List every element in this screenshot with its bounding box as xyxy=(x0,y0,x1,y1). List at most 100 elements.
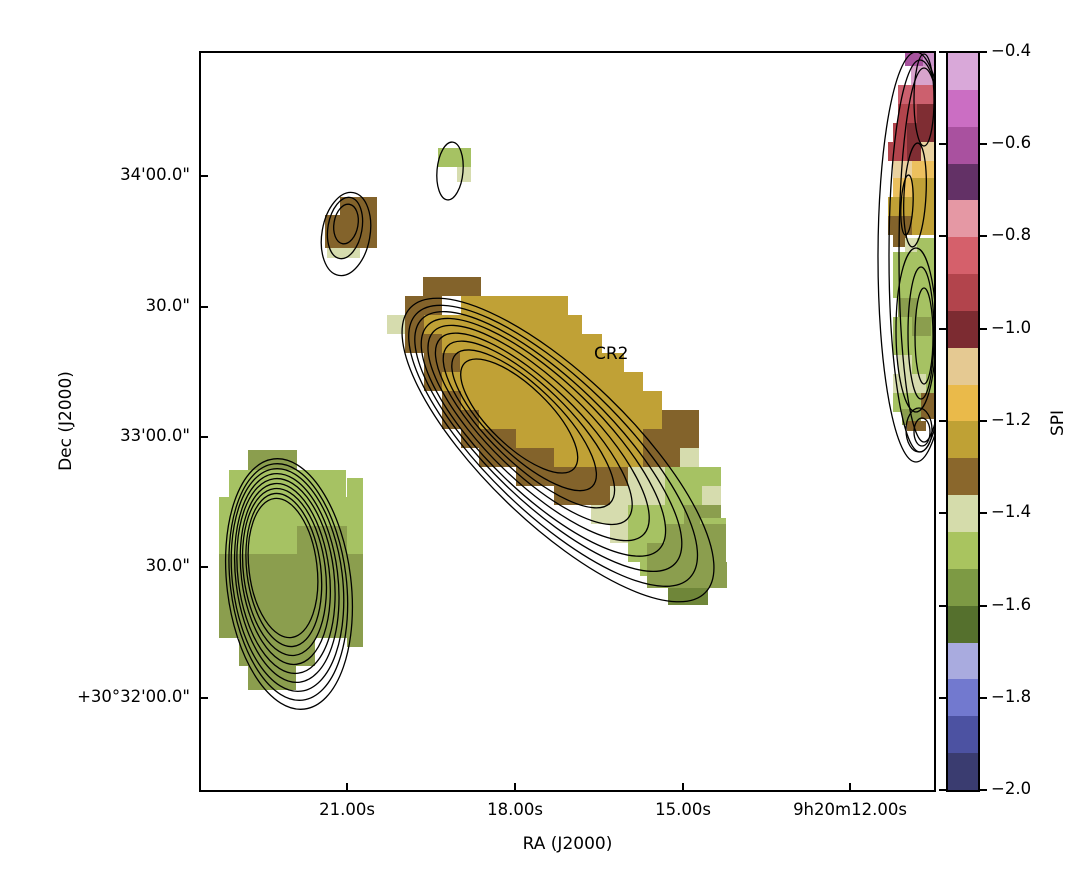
radio-contour xyxy=(903,142,927,248)
colorbar-band-14 xyxy=(948,568,978,606)
spi-pixel xyxy=(907,123,934,142)
y-tick-label: +30°32'00.0" xyxy=(77,687,190,706)
colorbar-band-0 xyxy=(948,53,978,90)
spi-pixel xyxy=(387,315,405,334)
x-axis-label: RA (J2000) xyxy=(522,834,613,854)
radio-contour xyxy=(898,67,934,443)
spi-pixel-layer xyxy=(201,53,934,790)
colorbar-tick-label: −0.6 xyxy=(991,133,1032,152)
radio-contour xyxy=(877,53,934,463)
x-tick-mark xyxy=(849,783,851,790)
y-tick-label: 30.0" xyxy=(145,556,190,575)
y-tick-mark xyxy=(201,306,208,308)
radio-contour xyxy=(326,196,364,260)
spi-pixel xyxy=(680,448,699,467)
spi-pixel xyxy=(907,142,921,161)
x-tick-label: 15.00s xyxy=(655,800,711,819)
radio-contour xyxy=(907,266,934,400)
radio-contour xyxy=(913,417,931,447)
spi-pixel xyxy=(893,235,907,247)
radio-contour xyxy=(233,472,340,684)
spi-pixel xyxy=(907,421,926,431)
colorbar-band-2 xyxy=(948,126,978,164)
colorbar-tick-mark xyxy=(939,328,946,330)
radio-contour xyxy=(442,340,616,509)
colorbar-band-17 xyxy=(948,679,978,717)
spi-pixel xyxy=(665,524,726,562)
colorbar-band-18 xyxy=(948,716,978,754)
colorbar-band-11 xyxy=(948,458,978,496)
spi-pixel xyxy=(347,478,363,554)
radio-contour xyxy=(241,487,328,657)
spi-pixel xyxy=(662,410,699,429)
y-tick-mark xyxy=(201,436,208,438)
colorbar-tick-label: −0.8 xyxy=(991,225,1032,244)
x-tick-label: 21.00s xyxy=(319,800,375,819)
colorbar xyxy=(948,53,978,790)
colorbar-band-10 xyxy=(948,421,978,459)
colorbar-band-4 xyxy=(948,200,978,238)
plot-frame xyxy=(199,51,936,792)
colorbar-tick-label: −1.2 xyxy=(991,410,1032,429)
spi-pixel xyxy=(643,429,699,448)
colorbar-tick-label: −1.8 xyxy=(991,687,1032,706)
radio-contour xyxy=(913,53,934,147)
colorbar-tick-mark xyxy=(980,143,987,145)
x-tick-mark xyxy=(346,783,348,790)
spi-pixel xyxy=(912,317,931,336)
radio-contour xyxy=(239,482,332,666)
radio-contour xyxy=(436,141,464,201)
colorbar-tick-mark xyxy=(980,512,987,514)
spi-pixel xyxy=(628,543,647,562)
x-tick-mark xyxy=(514,783,516,790)
spi-pixel xyxy=(516,467,628,486)
spi-pixel xyxy=(327,248,360,258)
y-tick-mark xyxy=(201,697,208,699)
colorbar-tick-mark xyxy=(980,697,987,699)
spi-pixel xyxy=(457,167,471,182)
y-tick-label: 34'00.0" xyxy=(120,165,190,184)
radio-contour xyxy=(245,492,323,648)
colorbar-band-13 xyxy=(948,531,978,569)
radio-contour xyxy=(427,324,650,542)
radio-contour xyxy=(460,358,579,474)
spi-pixel xyxy=(405,296,442,315)
spi-pixel xyxy=(912,178,934,197)
colorbar-label: SPI xyxy=(1048,409,1068,437)
spi-pixel xyxy=(628,505,684,524)
y-tick-mark xyxy=(201,566,208,568)
spi-pixel xyxy=(591,505,628,524)
colorbar-tick-label: −1.4 xyxy=(991,502,1032,521)
radio-contour xyxy=(236,477,336,675)
radio-contour xyxy=(451,349,598,492)
radio-contour xyxy=(408,304,699,587)
radio-contour xyxy=(230,467,345,693)
radio-contour xyxy=(900,174,914,236)
spi-pixel xyxy=(888,216,912,235)
spi-pixel xyxy=(610,524,628,543)
colorbar-tick-mark xyxy=(980,789,987,791)
spi-pixel xyxy=(893,374,926,393)
colorbar-tick-mark xyxy=(939,235,946,237)
radio-contour xyxy=(320,191,372,277)
colorbar-tick-mark xyxy=(980,51,987,53)
spi-pixel xyxy=(423,277,481,296)
spi-pixel xyxy=(643,448,680,467)
spi-pixel xyxy=(461,391,662,410)
colorbar-band-7 xyxy=(948,310,978,348)
colorbar-tick-label: −0.4 xyxy=(991,41,1032,60)
y-tick-label: 30.0" xyxy=(145,296,190,315)
colorbar-band-3 xyxy=(948,163,978,201)
colorbar-band-9 xyxy=(948,384,978,422)
colorbar-tick-mark xyxy=(980,420,987,422)
spi-pixel xyxy=(912,161,934,178)
colorbar-band-5 xyxy=(948,237,978,275)
spi-pixel xyxy=(442,372,643,391)
spi-pixel xyxy=(340,197,377,215)
colorbar-tick-label: −1.0 xyxy=(991,318,1032,337)
annotation-cr2: CR2 xyxy=(594,344,629,364)
radio-contour xyxy=(414,310,683,573)
colorbar-tick-mark xyxy=(939,420,946,422)
spi-pixel xyxy=(898,298,917,317)
